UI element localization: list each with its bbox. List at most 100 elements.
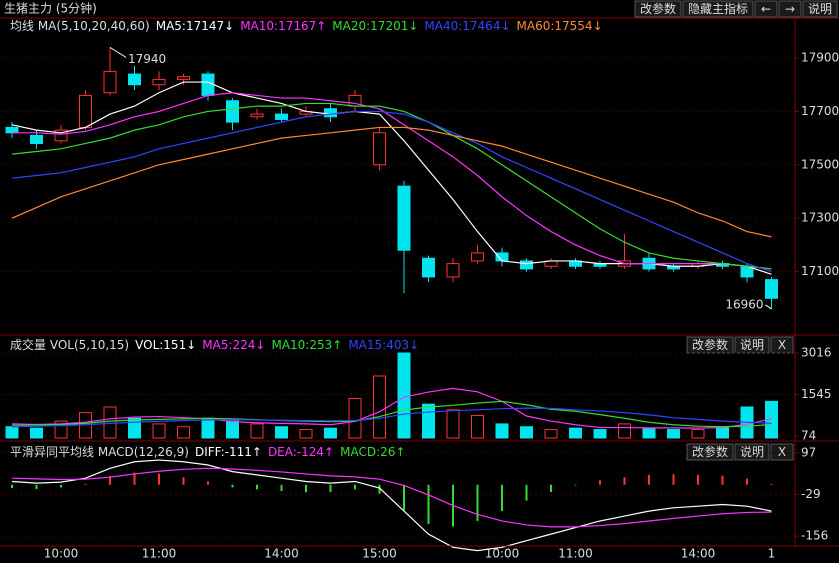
y-tick-label: 17500: [801, 157, 839, 171]
ma-line: [11, 467, 772, 528]
candle-body: [30, 134, 43, 144]
candle-body: [103, 70, 117, 94]
volume-bar: [397, 352, 411, 439]
button-frame[interactable]: [754, 0, 778, 18]
button[interactable]: 说明: [734, 443, 770, 461]
button-label[interactable]: ←: [761, 2, 771, 16]
ma-line: [11, 126, 772, 238]
button-frame[interactable]: [634, 0, 682, 18]
button[interactable]: 说明: [734, 336, 770, 354]
x-tick-label: 1: [768, 547, 776, 561]
legend-item: DIFF:-111↑: [195, 445, 262, 459]
button-label[interactable]: →: [785, 2, 795, 16]
volume-bar: [446, 409, 460, 439]
button[interactable]: 改参数: [686, 443, 734, 461]
button-label[interactable]: X: [778, 445, 786, 459]
ma-line: [11, 459, 772, 552]
y-tick-label: 17100: [801, 264, 839, 278]
ma-line: [11, 387, 772, 429]
legend-item: MA10:17167↑: [240, 19, 326, 33]
legend-title: 均线 MA(5,10,20,40,60): [10, 19, 150, 33]
button[interactable]: ←: [754, 0, 778, 18]
legend-item: MA5:17147↓: [156, 19, 234, 33]
x-tick-label: 15:00: [362, 547, 397, 561]
candle-body: [152, 78, 166, 86]
candle-body: [324, 108, 337, 118]
button-label[interactable]: 隐藏主指标: [688, 1, 748, 16]
legend-item: DEA:-124↑: [268, 445, 334, 459]
button-label[interactable]: 改参数: [640, 1, 676, 16]
button-frame[interactable]: [778, 0, 802, 18]
y-tick-label: -156: [801, 529, 828, 543]
ma-line: [11, 102, 772, 270]
legend-item: MA60:17554↓: [517, 19, 603, 33]
y-tick-label: 1545: [801, 387, 832, 401]
button-frame[interactable]: [682, 0, 754, 18]
button-frame[interactable]: [802, 0, 838, 18]
min-label: 16960: [725, 297, 763, 311]
ma-line: [11, 407, 772, 428]
legend: 平滑异同平均线 MACD(12,26,9) DIFF:-111↑ DEA:-124↑…: [10, 445, 405, 459]
volume-bar: [30, 427, 43, 439]
button[interactable]: 改参数: [686, 336, 734, 354]
volume-bar: [495, 423, 509, 439]
volume-bar: [128, 417, 141, 439]
candle-body: [373, 132, 386, 166]
max-label: 17940: [128, 52, 166, 66]
volume-bar: [348, 398, 362, 439]
volume-bar: [691, 429, 705, 439]
volume-bar: [177, 426, 190, 439]
candle-body: [765, 279, 778, 299]
volume-bar: [618, 423, 631, 439]
volume-bar: [471, 414, 484, 439]
button[interactable]: →: [778, 0, 802, 18]
volume-bar: [201, 417, 215, 439]
x-tick-label: 11:00: [142, 547, 177, 561]
legend-item: MA15:403↓: [348, 338, 419, 352]
button-label[interactable]: 说明: [808, 1, 832, 16]
candle-body: [275, 113, 288, 120]
volume-bar: [275, 426, 288, 439]
legend-title: 平滑异同平均线 MACD(12,26,9): [10, 445, 189, 459]
x-tick-label: 10:00: [44, 547, 79, 561]
volume-bar: [544, 429, 558, 439]
button[interactable]: 隐藏主指标: [682, 0, 754, 18]
candle-body: [250, 113, 264, 118]
x-tick-label: 14:00: [681, 547, 716, 561]
volume-bar: [299, 429, 313, 439]
candle-body: [54, 129, 68, 142]
y-tick-label: 74: [801, 428, 816, 442]
legend-title: 成交量 VOL(5,10,15): [10, 337, 129, 352]
candle-body: [128, 73, 141, 86]
y-tick-label: -29: [801, 487, 821, 501]
button-frame[interactable]: [770, 443, 794, 461]
min-pointer: [765, 304, 772, 310]
button-frame[interactable]: [686, 443, 734, 461]
legend: 均线 MA(5,10,20,40,60) MA5:17147↓ MA10:17167…: [10, 19, 603, 33]
volume-bar: [520, 426, 533, 439]
button[interactable]: 改参数: [634, 0, 682, 18]
button-label[interactable]: 改参数: [692, 444, 728, 459]
button-label[interactable]: X: [778, 338, 786, 352]
button[interactable]: X: [770, 443, 794, 461]
candle-body: [177, 76, 190, 80]
button-label[interactable]: 说明: [740, 444, 764, 459]
button[interactable]: 说明: [802, 0, 838, 18]
candle-body: [397, 185, 411, 251]
button-frame[interactable]: [734, 443, 770, 461]
legend: 成交量 VOL(5,10,15) VOL:151↓ MA5:224↓ MA10:253…: [10, 337, 419, 352]
volume-bar: [324, 427, 337, 439]
y-tick-label: 17900: [801, 51, 839, 65]
button[interactable]: X: [770, 336, 794, 354]
legend-item: MA40:17464↓: [424, 19, 510, 33]
y-tick-label: 17700: [801, 104, 839, 118]
volume-bar: [593, 429, 607, 439]
button-label[interactable]: 说明: [740, 337, 764, 352]
volume-bar: [569, 427, 582, 439]
candle-body: [5, 126, 19, 134]
button-label[interactable]: 改参数: [692, 337, 728, 352]
candle-body: [446, 263, 460, 278]
volume-bar: [422, 403, 435, 439]
max-pointer: [109, 46, 127, 58]
